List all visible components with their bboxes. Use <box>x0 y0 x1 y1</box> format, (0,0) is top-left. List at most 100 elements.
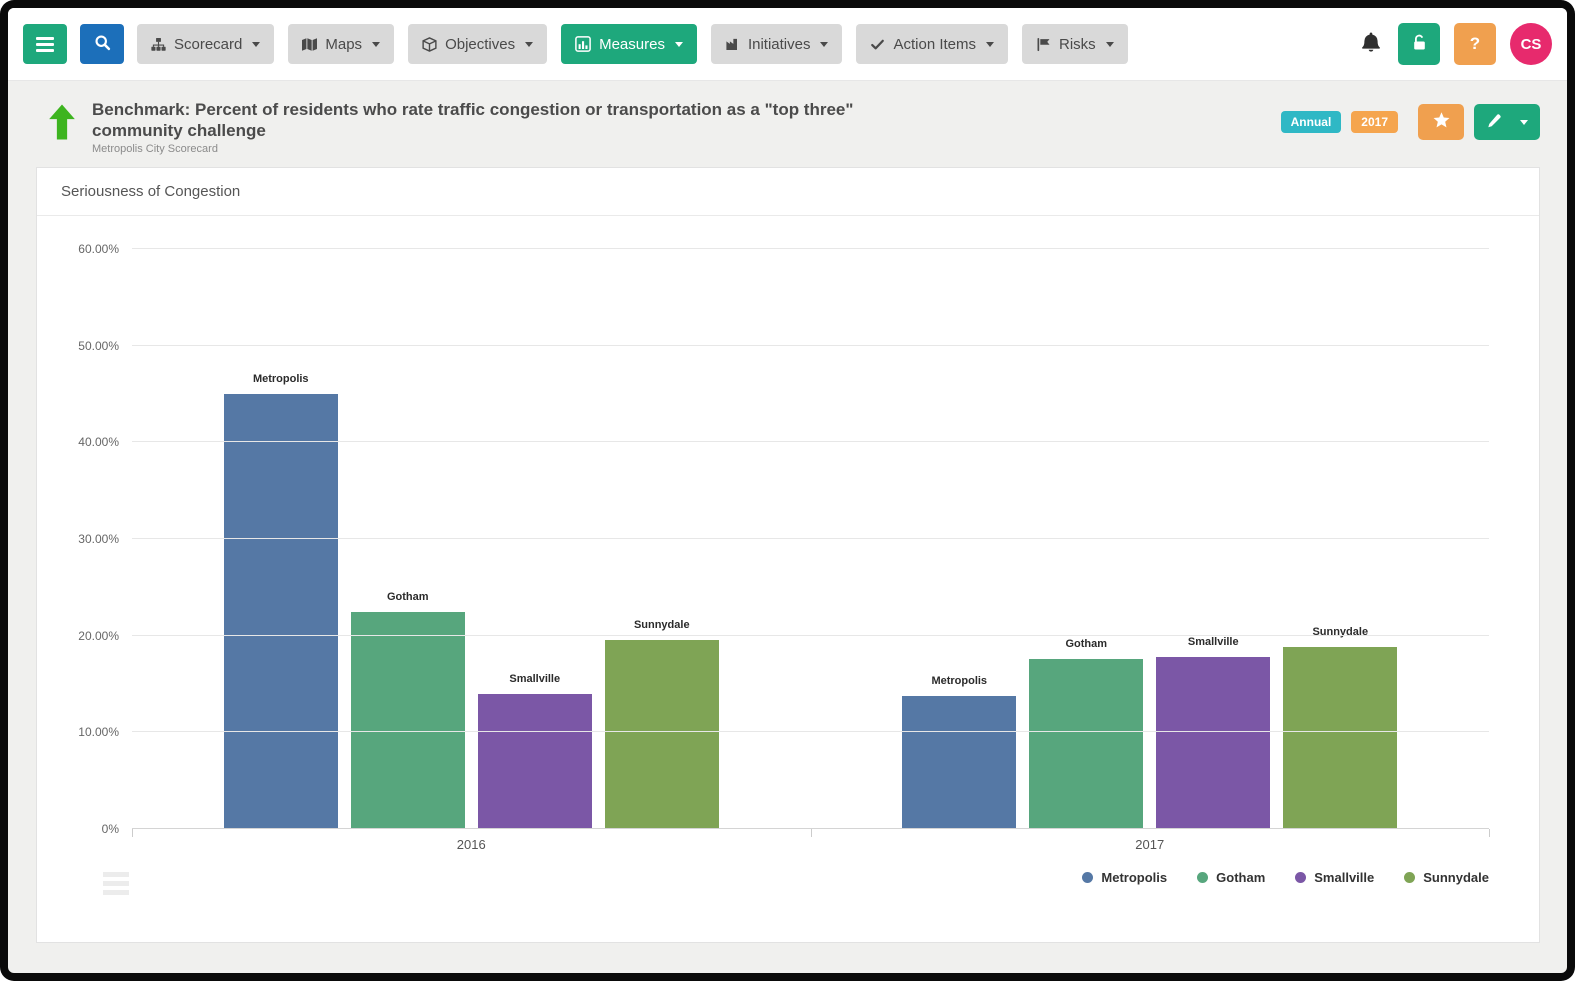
year-badge[interactable]: 2017 <box>1351 111 1398 133</box>
nav-scorecard-button[interactable]: Scorecard <box>137 24 275 64</box>
hamburger-icon <box>36 36 54 52</box>
bar[interactable] <box>902 695 1017 829</box>
legend-dot-icon <box>1295 872 1307 883</box>
bar[interactable] <box>477 693 592 829</box>
bar-wrap: Metropolis <box>223 373 338 829</box>
chart-legend: Metropolis Gotham Smallville Sunnydale <box>1082 870 1489 885</box>
bar[interactable] <box>604 639 719 829</box>
caret-down-icon <box>986 41 995 47</box>
bar-wrap: Sunnydale <box>1283 626 1398 829</box>
y-gridline <box>132 248 1489 249</box>
nav-label: Action Items <box>893 35 977 53</box>
title-block: Benchmark: Percent of residents who rate… <box>92 100 922 155</box>
chart-card: Seriousness of Congestion 60.00% 50.00% 40… <box>36 167 1540 943</box>
y-tick-label: 50.00% <box>78 338 119 353</box>
caret-down-icon <box>1520 119 1528 125</box>
edit-button[interactable] <box>1474 104 1540 140</box>
status-up-arrow-icon <box>48 102 76 147</box>
legend-item[interactable]: Metropolis <box>1082 870 1167 885</box>
legend-dot-icon <box>1197 872 1209 883</box>
nav-measures-button[interactable]: Measures <box>561 24 697 64</box>
search-button[interactable] <box>80 24 124 64</box>
bar-group: Metropolis Gotham Smallville Sunnydale <box>132 249 811 829</box>
bar-wrap: Smallville <box>477 673 592 829</box>
legend-item[interactable]: Gotham <box>1197 870 1265 885</box>
chart-card-title: Seriousness of Congestion <box>37 168 1539 216</box>
search-icon <box>94 34 111 54</box>
avatar-initials: CS <box>1520 35 1542 53</box>
navbar-right: ? CS <box>1360 23 1552 65</box>
bar-wrap: Metropolis <box>902 674 1017 829</box>
caret-down-icon <box>820 41 829 47</box>
bar-label: Gotham <box>386 591 429 604</box>
y-tick-label: 20.00% <box>78 628 119 643</box>
y-gridline <box>132 344 1489 346</box>
nav-label: Objectives <box>445 35 516 53</box>
y-axis-labels: 60.00% 50.00% 40.00% 30.00% 20.00% 10.00% 0% <box>37 242 119 836</box>
legend-item[interactable]: Smallville <box>1295 870 1374 885</box>
nav-objectives-button[interactable]: Objectives <box>408 24 548 64</box>
legend-item[interactable]: Sunnydale <box>1404 870 1489 885</box>
x-axis-labels: 2016 2017 <box>132 837 1489 852</box>
caret-down-icon <box>372 41 381 47</box>
app: Scorecard Maps Objectives Measures <box>8 8 1567 973</box>
legend-dot-icon <box>1082 872 1094 883</box>
bar-wrap: Gotham <box>350 591 465 829</box>
question-mark-icon: ? <box>1469 34 1481 53</box>
y-tick-label: 30.00% <box>78 532 119 546</box>
page-header: Benchmark: Percent of residents who rate… <box>8 81 1567 167</box>
flag-icon <box>1036 37 1051 52</box>
nav-initiatives-button[interactable]: Initiatives <box>710 24 843 64</box>
bar[interactable] <box>350 612 465 829</box>
bar-groups: Metropolis Gotham Smallville Sunnydale Metro… <box>132 249 1489 829</box>
bar[interactable] <box>1156 656 1271 829</box>
nav-label: Initiatives <box>747 35 811 53</box>
legend-dot-icon <box>1404 872 1416 883</box>
legend-label: Smallville <box>1314 870 1375 885</box>
notifications-button[interactable] <box>1360 31 1382 58</box>
chart-export-menu-button[interactable] <box>103 872 129 895</box>
nav-maps-button[interactable]: Maps <box>288 24 395 64</box>
nav-label: Maps <box>325 35 363 53</box>
x-axis-tick <box>1489 829 1490 837</box>
lock-button[interactable] <box>1398 23 1440 65</box>
help-button[interactable]: ? <box>1454 23 1496 65</box>
favorite-button[interactable] <box>1418 104 1464 140</box>
x-tick-label: 2017 <box>1135 837 1165 852</box>
pencil-icon <box>1486 113 1502 132</box>
caret-down-icon <box>252 41 261 47</box>
page-title: Benchmark: Percent of residents who rate… <box>92 100 854 140</box>
nav-label: Risks <box>1059 35 1096 53</box>
y-tick-label: 60.00% <box>78 242 119 256</box>
nav-label: Scorecard <box>174 35 243 53</box>
bar-label: Metropolis <box>931 674 988 687</box>
star-icon <box>1432 111 1451 133</box>
bar[interactable] <box>223 394 338 829</box>
check-icon <box>870 37 885 52</box>
bar[interactable] <box>1283 647 1398 829</box>
bar[interactable] <box>1029 658 1144 829</box>
bar-wrap: Gotham <box>1029 638 1144 829</box>
x-axis-tick <box>810 829 812 837</box>
nav-risks-button[interactable]: Risks <box>1022 24 1128 64</box>
nav-action-items-button[interactable]: Action Items <box>856 24 1009 64</box>
export-hamburger-icon <box>103 872 129 877</box>
legend-label: Metropolis <box>1101 870 1168 885</box>
period-badge[interactable]: Annual <box>1280 111 1342 133</box>
legend-label: Sunnydale <box>1423 870 1489 885</box>
y-gridline <box>132 828 1489 829</box>
user-avatar[interactable]: CS <box>1510 23 1552 65</box>
bar-label: Metropolis <box>252 373 309 385</box>
menu-button[interactable] <box>23 24 67 64</box>
chart-area: 60.00% 50.00% 40.00% 30.00% 20.00% 10.00% 0% M… <box>37 216 1539 942</box>
y-gridline <box>132 441 1489 443</box>
bar-label: Sunnydale <box>633 618 690 631</box>
caret-down-icon <box>674 41 683 47</box>
cube-icon <box>422 36 437 52</box>
x-tick-label: 2016 <box>456 837 486 852</box>
page-subtitle: Metropolis City Scorecard <box>92 143 218 156</box>
bar-wrap: Sunnydale <box>604 618 719 829</box>
y-tick-label: 10.00% <box>78 725 119 740</box>
navbar: Scorecard Maps Objectives Measures <box>8 8 1567 81</box>
